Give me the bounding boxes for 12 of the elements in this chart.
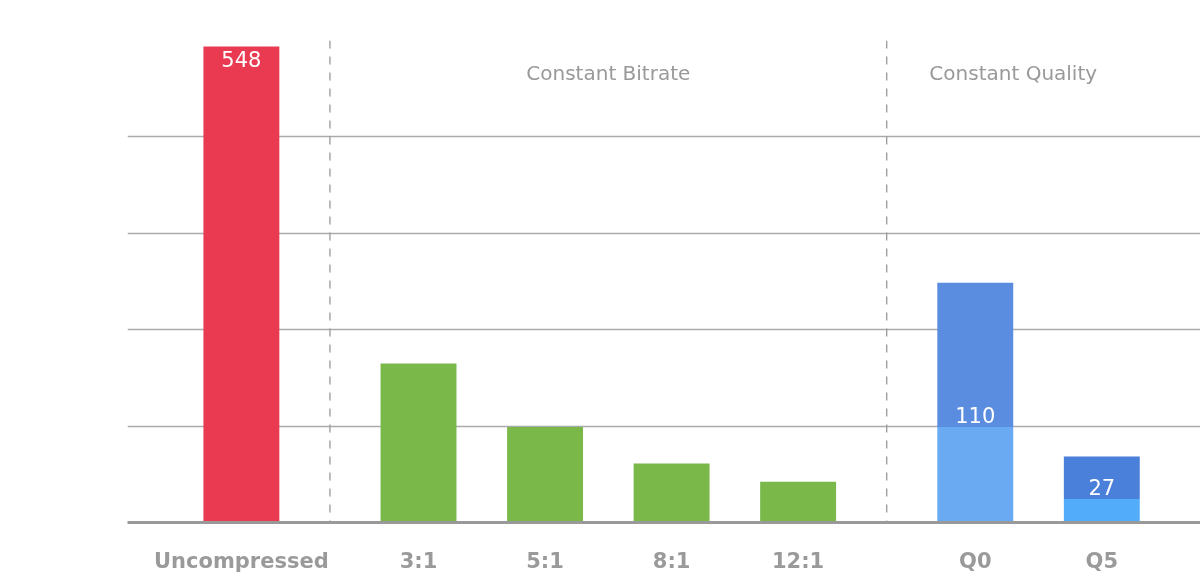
data-label: 110	[955, 403, 996, 428]
x-tick-label: Q5	[1085, 548, 1119, 573]
x-tick-label: Uncompressed	[154, 548, 329, 573]
annotation: Constant Quality	[929, 60, 1098, 85]
x-tick-label: 5:1	[526, 548, 564, 573]
x-tick-label: 12:1	[772, 548, 825, 573]
x-tick-label: 8:1	[652, 548, 691, 573]
annotation: Constant Bitrate	[526, 60, 691, 85]
x-tick-label: 3:1	[399, 548, 438, 573]
x-tick-label: Q0	[959, 548, 992, 573]
data-label: 548	[221, 47, 262, 72]
data-label: 27	[1088, 476, 1116, 501]
